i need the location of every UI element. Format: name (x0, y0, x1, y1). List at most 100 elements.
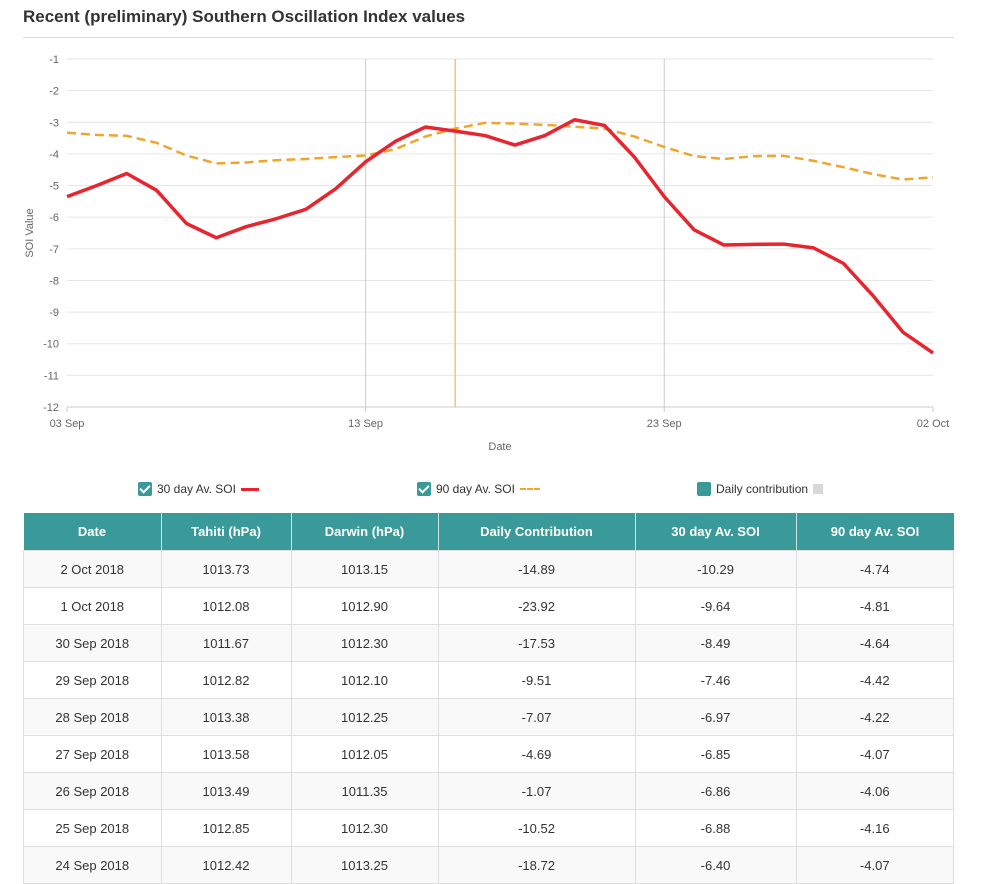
table-cell: 30 Sep 2018 (23, 624, 162, 662)
table-row: 2 Oct 2018 1013.73 1013.15 -14.89 -10.29 -4.7… (23, 550, 954, 588)
table-cell: -6.88 (634, 809, 797, 847)
table-cell: 1012.10 (290, 661, 439, 699)
y-tick-label: -5 (49, 181, 59, 193)
checkbox-unchecked-icon[interactable] (697, 482, 711, 496)
table-cell: -6.85 (634, 735, 797, 773)
title-divider (23, 37, 954, 38)
column-header-daily-contribution[interactable]: Daily Contribution (438, 513, 636, 551)
table-cell: 1013.73 (160, 550, 292, 588)
table-cell: 1012.25 (290, 698, 439, 736)
table-cell: -4.07 (795, 846, 954, 884)
table-cell: 1013.58 (160, 735, 292, 773)
table-cell: -9.51 (437, 661, 636, 699)
table-cell: -10.52 (437, 809, 636, 847)
y-tick-label: -10 (43, 339, 59, 351)
table-row: 28 Sep 2018 1013.38 1012.25 -7.07 -6.97 -4.22 (23, 698, 954, 736)
legend-label-30day: 30 day Av. SOI (157, 482, 236, 496)
y-axis-title: SOI Value (24, 208, 36, 257)
table-cell: -4.74 (795, 550, 954, 588)
table-header-row: Date Tahiti (hPa) Darwin (hPa) Daily Con… (23, 513, 954, 551)
table-cell: 24 Sep 2018 (23, 846, 162, 884)
table-cell: 27 Sep 2018 (23, 735, 162, 773)
y-tick-label: -8 (49, 275, 59, 287)
table-row: 1 Oct 2018 1012.08 1012.90 -23.92 -9.64 -4.81 (23, 587, 954, 625)
table-cell: -4.81 (795, 587, 954, 625)
dashed-line-icon (519, 488, 540, 490)
table-cell: -6.40 (634, 846, 797, 884)
table-cell: -10.29 (634, 550, 797, 588)
column-header-date[interactable]: Date (23, 513, 162, 551)
table-cell: 28 Sep 2018 (23, 698, 162, 736)
table-cell: 1013.49 (160, 772, 292, 810)
table-cell: -4.22 (795, 698, 954, 736)
table-cell: 1013.38 (160, 698, 292, 736)
table-row: 29 Sep 2018 1012.82 1012.10 -9.51 -7.46 -4.42 (23, 661, 954, 699)
y-tick-label: -6 (49, 212, 59, 224)
table-cell: -8.49 (634, 624, 797, 662)
chart-legend: 30 day Av. SOI 90 day Av. SOI Daily cont… (0, 482, 1003, 502)
table-cell: -4.06 (795, 772, 954, 810)
legend-label-90day: 90 day Av. SOI (436, 482, 515, 496)
table-cell: 29 Sep 2018 (23, 661, 162, 699)
y-tick-label: -1 (49, 54, 59, 66)
table-cell: -7.07 (437, 698, 636, 736)
table-cell: -17.53 (437, 624, 636, 662)
checkbox-checked-icon[interactable] (138, 482, 152, 496)
table-cell: -1.07 (437, 772, 636, 810)
y-tick-label: -11 (44, 370, 59, 382)
legend-item-90day[interactable]: 90 day Av. SOI (417, 482, 540, 496)
grey-square-icon (813, 484, 824, 494)
x-axis-title: Date (488, 441, 511, 453)
table-cell: -6.86 (634, 772, 797, 810)
y-tick-label: -3 (49, 117, 59, 129)
table-cell: -4.64 (795, 624, 954, 662)
table-row: 27 Sep 2018 1013.58 1012.05 -4.69 -6.85 -4.07 (23, 735, 954, 773)
table-cell: -9.64 (634, 587, 797, 625)
table-cell: 1012.82 (160, 661, 292, 699)
checkbox-checked-icon[interactable] (417, 482, 431, 496)
table-cell: 1013.15 (290, 550, 439, 588)
x-tick-label: 03 Sep (50, 418, 85, 430)
table-cell: 1012.30 (290, 809, 439, 847)
page-title: Recent (preliminary) Southern Oscillatio… (23, 7, 466, 26)
soi-line-chart: -1 -2 -3 -4 -5 -6 -7 -8 -9 -10 -11 -12 03 Sep 13 Sep 2… (24, 54, 949, 453)
legend-label-daily: Daily contribution (716, 482, 809, 496)
table-cell: 1012.90 (290, 587, 439, 625)
y-tick-label: -2 (49, 86, 59, 98)
soi-data-table: Date Tahiti (hPa) Darwin (hPa) Daily Con… (23, 513, 954, 884)
table-cell: 2 Oct 2018 (23, 550, 162, 588)
legend-item-30day[interactable]: 30 day Av. SOI (138, 482, 259, 496)
table-cell: -6.97 (634, 698, 797, 736)
table-cell: -7.46 (634, 661, 797, 699)
column-header-90day[interactable]: 90 day Av. SOI (796, 513, 954, 551)
table-cell: 1012.05 (290, 735, 439, 773)
x-tick-label: 02 Oct (917, 418, 949, 430)
table-row: 30 Sep 2018 1011.67 1012.30 -17.53 -8.49 -4.6… (23, 624, 954, 662)
table-cell: -4.69 (437, 735, 636, 773)
table-cell: -4.07 (795, 735, 954, 773)
table-cell: 1013.25 (290, 846, 439, 884)
table-cell: -18.72 (437, 846, 636, 884)
table-cell: -23.92 (437, 587, 636, 625)
table-row: 24 Sep 2018 1012.42 1013.25 -18.72 -6.40 -4.0… (23, 846, 954, 884)
table-cell: 1012.42 (160, 846, 292, 884)
solid-line-icon (240, 487, 259, 491)
column-header-30day[interactable]: 30 day Av. SOI (635, 513, 797, 551)
table-cell: 1011.35 (290, 772, 439, 810)
table-cell: 1012.30 (290, 624, 439, 662)
table-cell: 1012.08 (160, 587, 292, 625)
series-line-30day-soi (66, 117, 934, 355)
table-cell: 25 Sep 2018 (23, 809, 162, 847)
legend-item-daily[interactable]: Daily contribution (697, 482, 824, 496)
y-tick-label: -4 (49, 149, 59, 161)
series-line-90day-soi (66, 121, 934, 181)
table-cell: 1011.67 (160, 624, 292, 662)
y-tick-label: -7 (49, 244, 59, 256)
table-row: 26 Sep 2018 1013.49 1011.35 -1.07 -6.86 -4.06 (23, 772, 954, 810)
table-row: 25 Sep 2018 1012.85 1012.30 -10.52 -6.88 -4.1… (23, 809, 954, 847)
column-header-tahiti[interactable]: Tahiti (hPa) (161, 513, 292, 551)
table-cell: 1012.85 (160, 809, 292, 847)
table-cell: -4.42 (795, 661, 954, 699)
table-cell: -14.89 (437, 550, 636, 588)
column-header-darwin[interactable]: Darwin (hPa) (291, 513, 439, 551)
